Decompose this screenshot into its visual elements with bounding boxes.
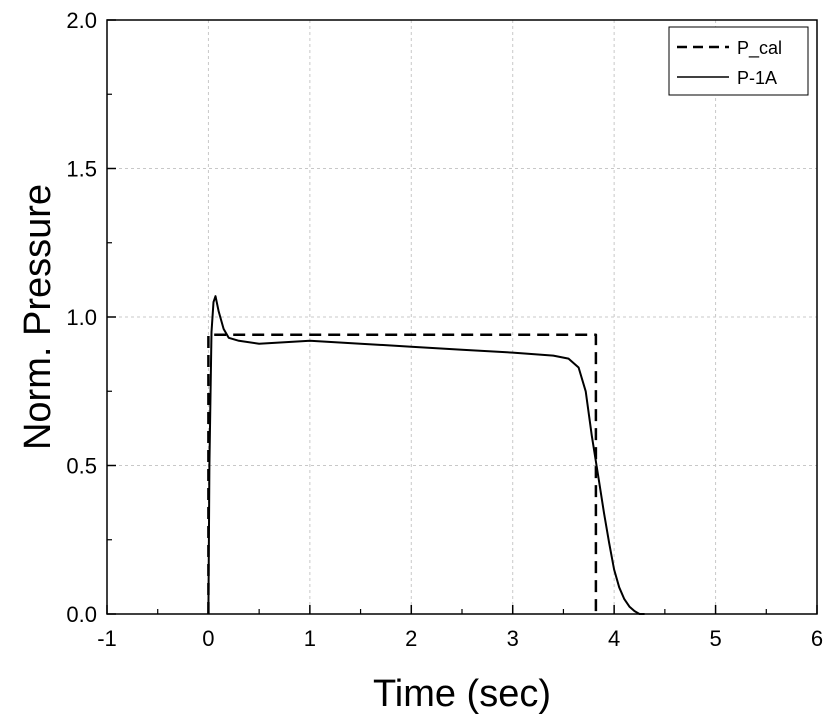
legend-label-p-cal: P_cal <box>737 38 782 59</box>
legend-box <box>668 26 809 96</box>
y-tick-label: 0.5 <box>66 454 97 479</box>
legend: P_cal P-1A <box>668 26 809 96</box>
y-tick-label: 2.0 <box>66 8 97 33</box>
x-tick-label: 2 <box>405 626 417 651</box>
grid-lines <box>107 20 817 614</box>
x-tick-label: 3 <box>507 626 519 651</box>
x-tick-label: 6 <box>811 626 823 651</box>
tick-labels: -1 0 1 2 3 4 5 6 0.0 0.5 1.0 1.5 2.0 <box>66 8 823 651</box>
x-tick-label: 4 <box>608 626 620 651</box>
axis-ticks <box>106 19 818 615</box>
x-tick-label: -1 <box>97 626 117 651</box>
x-tick-label: 1 <box>304 626 316 651</box>
series-line-p-1a <box>207 295 645 615</box>
series-line-p-cal <box>207 333 598 614</box>
y-tick-label: 0.0 <box>66 602 97 627</box>
y-axis-title: Norm. Pressure <box>17 184 59 450</box>
x-tick-label: 5 <box>709 626 721 651</box>
x-tick-label: 0 <box>202 626 214 651</box>
series-layer <box>207 295 645 615</box>
y-tick-label: 1.5 <box>66 157 97 182</box>
legend-label-p-1a: P-1A <box>737 68 777 88</box>
x-axis-title: Time (sec) <box>373 673 551 715</box>
y-tick-label: 1.0 <box>66 305 97 330</box>
